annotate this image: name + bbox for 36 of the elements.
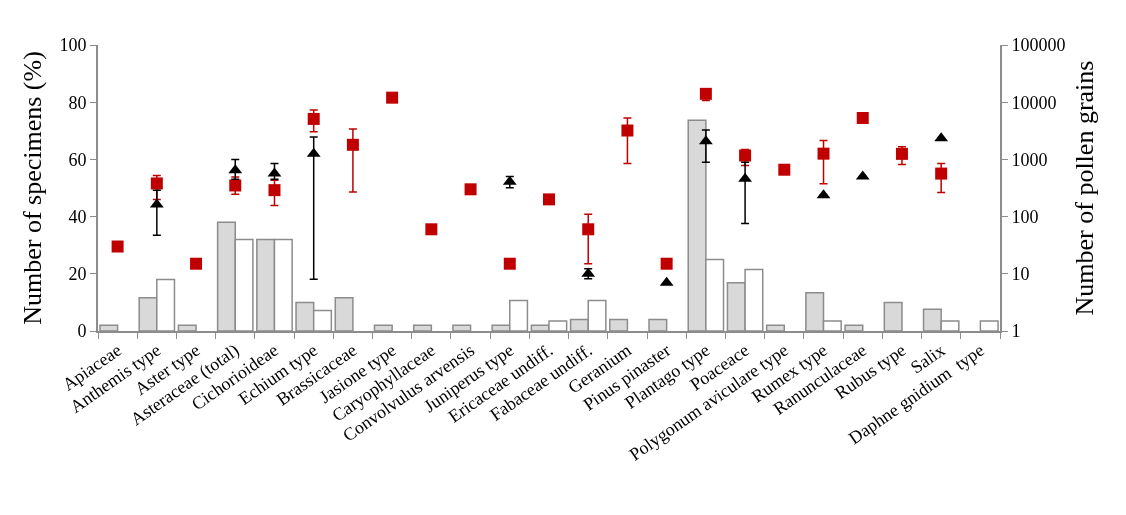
point [503, 257, 516, 270]
y2-tick-label: 100000 [1011, 35, 1066, 56]
y-tick-label: 80 [68, 92, 87, 113]
point [935, 167, 948, 180]
y-tick-label: 100 [59, 35, 87, 56]
point [699, 87, 712, 100]
y-tick-label: 40 [68, 206, 87, 227]
point [817, 147, 830, 160]
y2-tick-label: 1000 [1011, 149, 1048, 170]
point [895, 147, 908, 160]
point [229, 179, 242, 192]
y2-axis-title: Number of pollen grains [1069, 60, 1099, 316]
y-tick-label: 20 [68, 264, 87, 285]
point [111, 240, 124, 253]
y-axis-title: Number of specimens (%) [18, 51, 48, 325]
y2-tick-label: 1 [1011, 321, 1021, 342]
point [621, 124, 634, 137]
y2-tick-label: 10000 [1011, 92, 1057, 113]
point [190, 257, 203, 270]
y2-tick-label: 100 [1011, 206, 1039, 227]
point [543, 193, 555, 206]
point [856, 111, 869, 124]
point [307, 112, 320, 125]
point [346, 138, 359, 151]
y-tick-label: 60 [68, 149, 87, 170]
y-tick-label: 0 [77, 321, 87, 342]
point [425, 223, 438, 236]
point [464, 183, 477, 196]
point [660, 257, 673, 270]
y2-tick-label: 10 [1011, 264, 1030, 285]
point [150, 177, 163, 190]
point [739, 149, 752, 162]
point [778, 163, 791, 176]
point [386, 91, 399, 104]
point [582, 223, 595, 236]
point [268, 184, 281, 197]
